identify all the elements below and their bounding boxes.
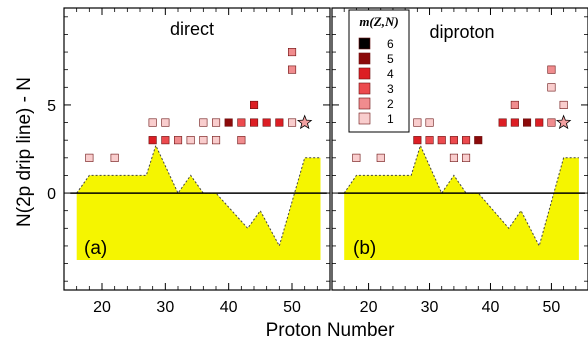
data-point-b-15 bbox=[522, 118, 532, 127]
data-point-b-3 bbox=[413, 136, 422, 145]
panel-a-plot-area: 20 30 40 50 0 5 bbox=[47, 7, 331, 316]
data-point-a-21 bbox=[287, 118, 297, 127]
y-tick-label-a-0: 0 bbox=[47, 186, 56, 203]
x-axis-title: Proton Number bbox=[266, 320, 396, 341]
data-point-a-8 bbox=[199, 118, 208, 127]
data-point-b-16 bbox=[535, 118, 544, 127]
data-point-b-8 bbox=[449, 153, 459, 162]
data-point-b-17 bbox=[547, 65, 556, 74]
legend-swatch-2 bbox=[358, 97, 371, 110]
x-tick-label-b-0: 20 bbox=[360, 299, 378, 316]
drip-region-a bbox=[76, 145, 321, 260]
data-point-a-1 bbox=[110, 153, 119, 162]
data-point-a-9 bbox=[199, 136, 208, 145]
panel-a: 20 30 40 50 0 5 direct (a) bbox=[47, 7, 331, 316]
panel-b-plot-area: 20 30 40 50 bbox=[331, 7, 588, 316]
data-point-a-5 bbox=[161, 136, 170, 145]
y-axis-title: N(2p drip line) - N bbox=[14, 77, 35, 227]
data-point-b-0 bbox=[352, 153, 361, 162]
data-point-a-2 bbox=[148, 118, 157, 127]
x-tick-label-a-1: 30 bbox=[156, 299, 174, 316]
data-point-b-11 bbox=[474, 136, 483, 145]
data-point-b-6 bbox=[437, 136, 446, 145]
legend-label-4: 4 bbox=[387, 67, 394, 81]
data-point-b-14 bbox=[510, 118, 519, 127]
data-point-a-11 bbox=[212, 136, 221, 145]
data-point-b-18 bbox=[547, 83, 556, 92]
legend-label-6: 6 bbox=[387, 37, 394, 51]
data-point-b-4 bbox=[425, 118, 434, 127]
data-point-b-13 bbox=[510, 100, 519, 109]
data-point-a-16 bbox=[250, 118, 259, 127]
data-point-a-19 bbox=[287, 47, 297, 57]
panel-b: 20 30 40 50 diproton (b) bbox=[331, 7, 588, 316]
drip-boundary-b bbox=[343, 144, 579, 248]
data-point-b-2 bbox=[413, 118, 422, 127]
data-point-a-12 bbox=[224, 118, 233, 127]
legend-label-1: 1 bbox=[387, 112, 394, 126]
data-point-a-20 bbox=[287, 65, 297, 74]
legend-label-2: 2 bbox=[387, 97, 394, 111]
data-point-b-5 bbox=[425, 136, 434, 145]
legend-swatch-6 bbox=[358, 37, 371, 50]
panel-a-tag: (a) bbox=[84, 238, 107, 259]
data-point-a-10 bbox=[212, 118, 221, 127]
legend-swatch-3 bbox=[358, 82, 371, 95]
legend-swatch-4 bbox=[358, 67, 371, 80]
drip-region-b bbox=[344, 145, 579, 260]
legend-label-5: 5 bbox=[387, 52, 394, 66]
data-point-a-14 bbox=[237, 136, 246, 145]
data-point-b-20 bbox=[559, 100, 568, 109]
panel-b-tag: (b) bbox=[353, 238, 376, 259]
star-marker-a-0 bbox=[296, 114, 313, 130]
data-point-b-1 bbox=[376, 153, 385, 162]
data-point-b-9 bbox=[461, 136, 471, 145]
legend-swatch-1 bbox=[358, 112, 371, 125]
y-tick-label-a-1: 5 bbox=[47, 98, 56, 115]
data-point-a-4 bbox=[161, 118, 170, 127]
data-point-a-15 bbox=[250, 100, 259, 109]
x-tick-label-a-3: 50 bbox=[283, 299, 301, 316]
panel-frame-b bbox=[331, 7, 588, 291]
data-point-a-7 bbox=[186, 136, 195, 145]
data-point-b-19 bbox=[547, 118, 556, 127]
x-tick-label-b-2: 40 bbox=[482, 299, 500, 316]
star-marker-b-0 bbox=[555, 114, 572, 130]
data-point-a-13 bbox=[237, 118, 246, 127]
x-tick-label-b-1: 30 bbox=[421, 299, 439, 316]
legend-swatch-5 bbox=[358, 52, 371, 65]
data-point-a-3 bbox=[148, 136, 157, 145]
x-tick-label-a-0: 20 bbox=[93, 299, 111, 316]
panel-b-title: diproton bbox=[429, 22, 494, 42]
data-point-a-17 bbox=[262, 118, 271, 127]
x-tick-label-b-3: 50 bbox=[543, 299, 561, 316]
legend-title: m(Z,N) bbox=[359, 14, 398, 29]
data-point-a-6 bbox=[174, 136, 183, 145]
x-tick-label-a-2: 40 bbox=[220, 299, 238, 316]
panel-a-title: direct bbox=[170, 19, 214, 39]
data-point-b-7 bbox=[449, 136, 459, 145]
data-point-a-18 bbox=[275, 118, 284, 127]
data-point-a-0 bbox=[85, 153, 94, 162]
data-point-b-12 bbox=[498, 118, 507, 127]
panel-frame-a bbox=[63, 7, 331, 291]
legend-label-3: 3 bbox=[387, 82, 394, 96]
data-point-b-10 bbox=[461, 153, 471, 162]
